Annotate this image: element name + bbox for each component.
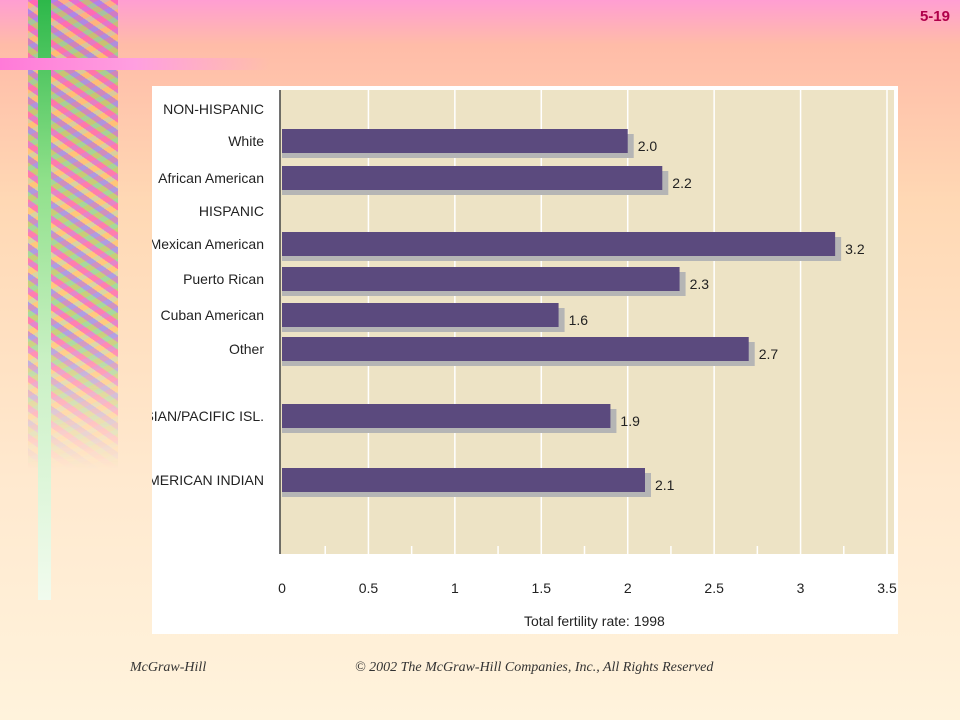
data-label: 2.1 bbox=[655, 477, 675, 493]
x-tick-label: 0.5 bbox=[359, 580, 379, 596]
footer-copyright: © 2002 The McGraw-Hill Companies, Inc., … bbox=[355, 660, 714, 675]
bar bbox=[282, 232, 836, 256]
data-label: 2.0 bbox=[638, 138, 658, 154]
bar bbox=[282, 404, 611, 428]
chart-container: 0 0.5 1 1.5 2 2.5 3 3.5 NON-HISPANIC HISPANIC Whit… bbox=[135, 86, 898, 634]
group-header: NON-HISPANIC bbox=[163, 101, 264, 117]
data-label: 3.2 bbox=[845, 241, 865, 257]
x-tick-label: 0 bbox=[278, 580, 286, 596]
data-label: 2.7 bbox=[759, 346, 779, 362]
category-label: Puerto Rican bbox=[183, 271, 264, 287]
category-label: White bbox=[228, 133, 264, 149]
footer-publisher: McGraw-Hill bbox=[130, 660, 207, 675]
bar bbox=[282, 166, 663, 190]
category-label: Cuban American bbox=[160, 307, 264, 323]
group-header: HISPANIC bbox=[199, 203, 264, 219]
x-axis-title: Total fertility rate: 1998 bbox=[524, 613, 665, 629]
x-tick-label: 3.5 bbox=[877, 580, 897, 596]
bar bbox=[282, 303, 559, 327]
category-label: African American bbox=[158, 170, 264, 186]
decorative-vertical-bar bbox=[38, 0, 51, 600]
category-label: Other bbox=[229, 341, 264, 357]
x-tick-label: 2 bbox=[624, 580, 632, 596]
category-label: ASIAN/PACIFIC ISL. bbox=[152, 408, 264, 424]
bar bbox=[282, 468, 645, 492]
x-tick-label: 2.5 bbox=[704, 580, 724, 596]
x-tick-label: 1 bbox=[451, 580, 459, 596]
x-tick-label: 3 bbox=[797, 580, 805, 596]
x-tick-label: 1.5 bbox=[532, 580, 552, 596]
data-label: 2.2 bbox=[672, 175, 692, 191]
slide-number: 5-19 bbox=[919, 8, 950, 25]
bar bbox=[282, 337, 749, 361]
category-label: AMERICAN INDIAN bbox=[152, 472, 264, 488]
data-label: 1.6 bbox=[569, 312, 589, 328]
category-label: Mexican American bbox=[152, 236, 264, 252]
bar bbox=[282, 267, 680, 291]
bar bbox=[282, 129, 628, 153]
decorative-horizontal-bar bbox=[0, 58, 270, 70]
data-label: 2.3 bbox=[690, 276, 710, 292]
fertility-rate-chart: 0 0.5 1 1.5 2 2.5 3 3.5 NON-HISPANIC HISPANIC Whit… bbox=[135, 90, 897, 629]
data-label: 1.9 bbox=[620, 413, 640, 429]
